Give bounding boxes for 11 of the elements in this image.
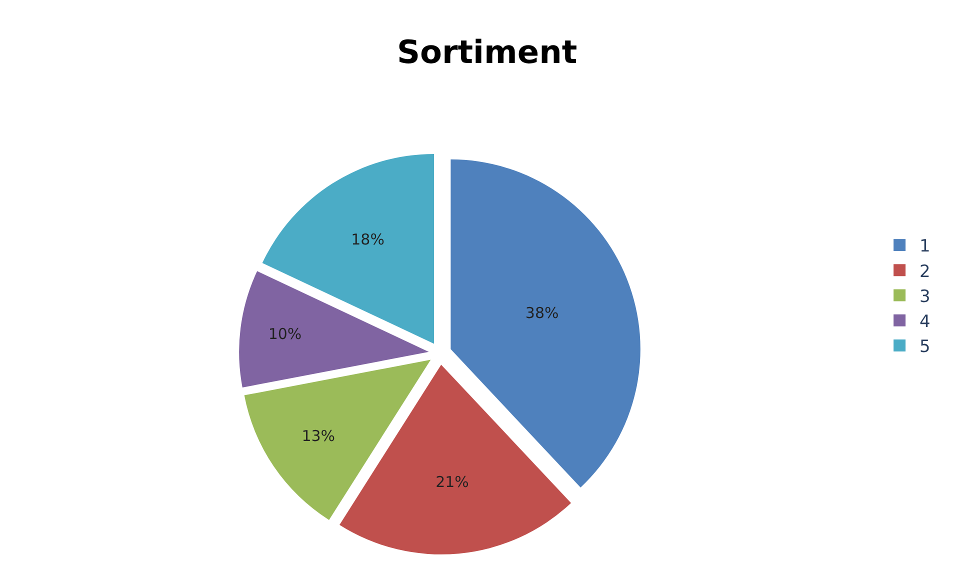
legend-label: 3 xyxy=(920,286,930,307)
data-label: 18% xyxy=(351,230,384,248)
data-label: 38% xyxy=(525,304,559,322)
legend-label: 4 xyxy=(920,312,930,332)
data-label: 21% xyxy=(436,472,469,491)
data-label: 13% xyxy=(302,427,336,446)
legend-label: 5 xyxy=(920,337,930,358)
chart-title: Sortiment xyxy=(396,33,578,72)
data-label: 10% xyxy=(268,324,302,343)
legend-label: 1 xyxy=(920,236,930,257)
legend-label: 2 xyxy=(920,262,930,282)
